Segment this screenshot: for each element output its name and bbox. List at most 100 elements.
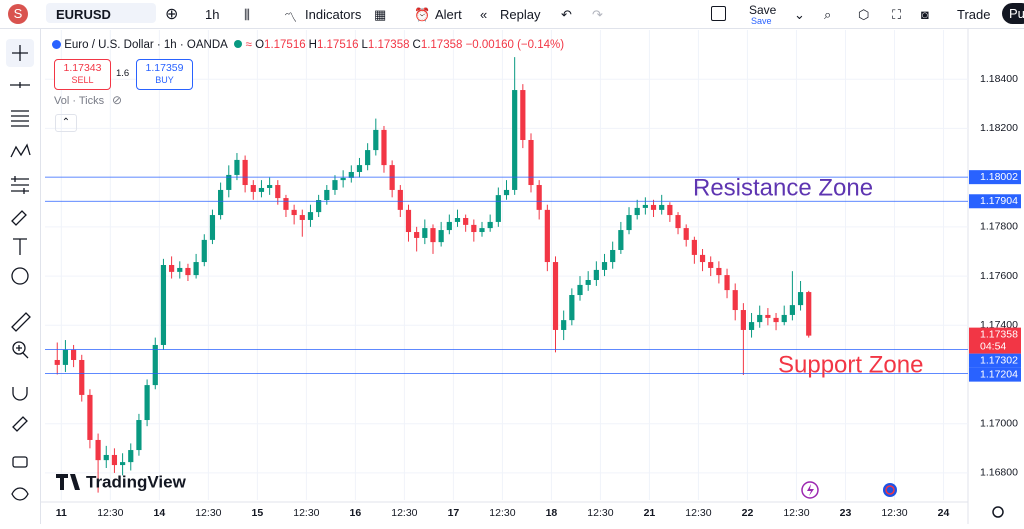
candle-body — [283, 198, 289, 210]
pattern-tool[interactable] — [10, 143, 31, 158]
candle-body — [95, 439, 101, 461]
candle-body — [773, 317, 779, 323]
candle-body — [601, 262, 608, 270]
fib-tool[interactable] — [11, 110, 29, 127]
measure-tool[interactable] — [11, 312, 31, 332]
text-tool[interactable] — [13, 238, 27, 255]
redo[interactable]: ↷ — [592, 7, 603, 22]
y-tick-label: 1.18400 — [980, 73, 1018, 85]
drawing-tools — [6, 39, 34, 501]
candle-body — [536, 185, 542, 210]
candle-body — [471, 224, 477, 233]
candle-body — [422, 228, 428, 238]
x-tick-label: 12:30 — [881, 507, 907, 519]
candle-body — [806, 292, 812, 336]
replay[interactable]: Replay — [500, 7, 541, 22]
candle-body — [642, 204, 648, 208]
candle-body — [169, 265, 175, 272]
zoom-tool[interactable] — [12, 341, 26, 355]
economic-event-ring — [885, 485, 895, 495]
candle-body — [54, 359, 60, 365]
candle-body — [242, 159, 248, 186]
avatar[interactable]: S — [8, 4, 28, 24]
undo[interactable]: ↶ — [561, 7, 572, 22]
sell-button[interactable]: 1.17343 SELL — [54, 59, 111, 90]
x-tick-label: 22 — [742, 507, 754, 519]
last-price-badge — [969, 327, 1021, 354]
collapse-legend[interactable]: ⌃ — [55, 114, 77, 132]
symbol-search[interactable] — [46, 3, 156, 23]
save-status: Save — [751, 16, 772, 26]
prediction-tool[interactable] — [11, 176, 29, 194]
candle-body — [373, 129, 379, 151]
compare-button[interactable]: ⊕ — [165, 6, 179, 23]
candle-body — [691, 239, 697, 255]
y-tick-label: 1.17000 — [980, 417, 1018, 429]
interval[interactable]: 1h — [205, 7, 220, 22]
candle-body — [152, 344, 158, 386]
candle-body — [667, 204, 673, 216]
indicators[interactable]: Indicators — [305, 7, 362, 22]
candle-body — [62, 349, 69, 365]
hide-tool[interactable] — [11, 487, 29, 501]
candle-body — [111, 454, 118, 466]
alert[interactable]: Alert — [435, 7, 462, 22]
candle-body — [414, 232, 420, 238]
lock-drawings[interactable] — [12, 416, 28, 432]
candle-body — [234, 159, 240, 175]
candle-body — [675, 215, 681, 229]
lock-tool[interactable] — [12, 456, 28, 468]
last-price-label: 1.17358 — [980, 328, 1018, 340]
buy-label: BUY — [155, 75, 174, 85]
level-badge — [969, 353, 1021, 368]
candle-body — [201, 239, 207, 263]
buy-button[interactable]: 1.17359 BUY — [136, 59, 193, 90]
countdown: 04:54 — [980, 340, 1006, 352]
ohlc-label: H — [308, 39, 317, 51]
candle-body — [699, 254, 706, 263]
chart-type[interactable]: ⫼ — [244, 7, 250, 22]
crosshair-tool[interactable] — [12, 45, 28, 61]
quick-search[interactable]: ⌕ — [824, 7, 832, 22]
legend: Euro / U.S. Dollar · 1h · OANDA ≈ O1.175… — [52, 39, 564, 51]
candle-body — [593, 269, 599, 281]
user-button[interactable]: Pu — [1002, 3, 1024, 24]
candle-body — [634, 207, 640, 216]
candle-body — [177, 267, 183, 272]
event-icon[interactable] — [801, 481, 819, 499]
magnet-tool[interactable] — [12, 387, 28, 401]
screenshot[interactable]: ◙ — [921, 7, 929, 22]
trend-line-tool[interactable] — [10, 82, 30, 88]
save-menu[interactable]: ⌄ — [794, 7, 805, 22]
candle-body — [789, 305, 795, 315]
sell-label: SELL — [71, 75, 94, 85]
emoji-tool[interactable] — [11, 267, 29, 285]
candle-body — [528, 139, 534, 186]
candle-body — [708, 262, 714, 268]
candle-body — [275, 185, 281, 199]
spread: 1.6 — [116, 68, 130, 79]
candle-body — [307, 212, 314, 220]
hide-volume[interactable]: ⊘ — [112, 93, 123, 107]
economic-event-icon[interactable] — [883, 483, 897, 497]
ohlc-label: O — [255, 39, 265, 51]
x-tick-label: 15 — [252, 507, 264, 519]
trade[interactable]: Trade — [957, 7, 991, 22]
candle-body — [185, 267, 191, 276]
brush-tool[interactable] — [11, 210, 27, 226]
fullscreen[interactable]: ⛶ — [892, 7, 902, 22]
settings-icon[interactable] — [992, 506, 1004, 518]
candle-body — [226, 174, 232, 190]
candle-body — [520, 90, 526, 140]
symbol[interactable]: EURUSD — [56, 7, 111, 22]
candle-body — [136, 420, 142, 451]
layout-button[interactable]: ▦ — [374, 7, 387, 22]
settings[interactable]: ⬡ — [858, 7, 870, 22]
volume-indicator: Vol · Ticks — [54, 95, 105, 107]
candle-body — [446, 221, 452, 231]
layout-toggle[interactable] — [711, 6, 726, 21]
candle-body — [716, 267, 722, 276]
candle-body — [618, 230, 624, 250]
candle-body — [381, 129, 387, 166]
save[interactable]: Save — [749, 3, 777, 17]
